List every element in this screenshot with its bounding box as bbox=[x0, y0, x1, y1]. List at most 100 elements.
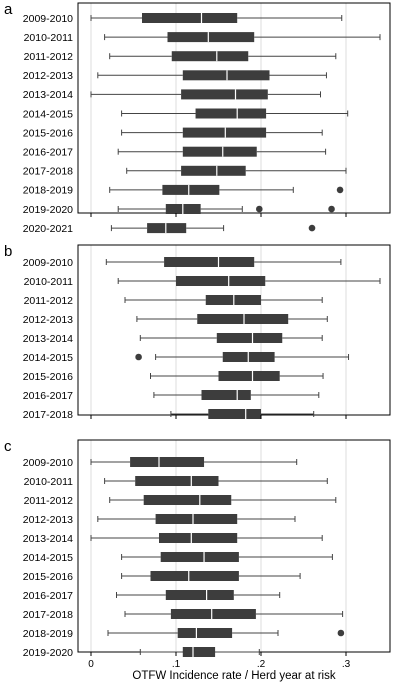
box-iqr bbox=[182, 146, 257, 157]
panel-label: c bbox=[4, 438, 12, 455]
box-iqr bbox=[181, 89, 268, 100]
box-row: 2010-2011 bbox=[24, 32, 381, 44]
category-label: 2015-2016 bbox=[23, 371, 73, 383]
category-label: 2011-2012 bbox=[24, 495, 74, 507]
category-label: 2014-2015 bbox=[23, 552, 73, 564]
category-label: 2016-2017 bbox=[23, 147, 73, 159]
box-row: 2010-2011 bbox=[24, 476, 328, 488]
box-iqr bbox=[165, 590, 234, 600]
box-row: 2016-2017 bbox=[23, 590, 281, 602]
box-row: 2011-2012 bbox=[24, 295, 323, 307]
box-row: 2017-2018 bbox=[23, 409, 315, 421]
box-row: 2009-2010 bbox=[23, 13, 343, 25]
x-axis-title: OTFW Incidence rate / Herd year at risk bbox=[132, 670, 335, 682]
box-row: 2015-2016 bbox=[23, 371, 324, 383]
box-row: 2013-2014 bbox=[23, 89, 321, 101]
box-iqr bbox=[147, 223, 187, 234]
category-label: 2013-2014 bbox=[23, 533, 73, 545]
box-iqr bbox=[218, 371, 280, 381]
category-label: 2015-2016 bbox=[23, 127, 73, 139]
box-iqr bbox=[181, 165, 246, 176]
plot-frame bbox=[77, 2, 391, 214]
outlier-point bbox=[308, 224, 316, 232]
outlier-point bbox=[337, 629, 345, 637]
category-label: 2017-2018 bbox=[23, 609, 73, 621]
box-row: 2019-2020 bbox=[23, 647, 260, 659]
category-label: 2014-2015 bbox=[23, 352, 73, 364]
box-iqr bbox=[150, 571, 239, 581]
box-row: 2015-2016 bbox=[23, 127, 323, 139]
box-iqr bbox=[216, 333, 283, 343]
box-iqr bbox=[159, 533, 238, 543]
x-tick-label: .3 bbox=[342, 659, 351, 670]
category-label: 2014-2015 bbox=[23, 108, 73, 120]
box-iqr bbox=[182, 647, 216, 657]
category-label: 2009-2010 bbox=[23, 257, 73, 269]
outlier-point bbox=[135, 353, 142, 361]
box-row: 2010-2011 bbox=[24, 276, 381, 288]
category-label: 2019-2020 bbox=[23, 204, 73, 216]
box-iqr bbox=[135, 476, 219, 486]
box-iqr bbox=[177, 628, 233, 638]
box-row: 2018-2019 bbox=[23, 185, 344, 197]
box-iqr bbox=[201, 390, 251, 400]
box-iqr bbox=[195, 108, 267, 119]
box-iqr bbox=[208, 409, 261, 419]
box-row: 2009-2010 bbox=[23, 257, 342, 269]
box-row: 2018-2019 bbox=[23, 628, 345, 640]
box-row: 2012-2013 bbox=[23, 314, 328, 326]
category-label: 2010-2011 bbox=[24, 276, 74, 288]
x-tick-label: .2 bbox=[257, 659, 266, 670]
category-label: 2010-2011 bbox=[24, 476, 74, 488]
category-label: 2013-2014 bbox=[23, 333, 73, 345]
category-label: 2009-2010 bbox=[23, 13, 73, 25]
box-row: 2020-2021 bbox=[23, 223, 316, 235]
box-iqr bbox=[170, 609, 256, 619]
category-label: 2011-2012 bbox=[24, 51, 74, 63]
panel-label: b bbox=[4, 243, 12, 260]
box-row: 2017-2018 bbox=[23, 165, 347, 178]
box-row: 2013-2014 bbox=[23, 533, 323, 545]
box-iqr bbox=[160, 552, 239, 562]
outlier-point bbox=[255, 205, 263, 213]
category-label: 2012-2013 bbox=[23, 314, 73, 326]
category-label: 2019-2020 bbox=[23, 647, 73, 659]
box-iqr bbox=[162, 184, 220, 195]
category-label: 2018-2019 bbox=[23, 185, 73, 197]
box-row: 2019-2020 bbox=[23, 204, 335, 216]
category-label: 2020-2021 bbox=[23, 223, 73, 235]
panel-a: a 2009-2010 2010-2011 2011-2012 2012-2013 201… bbox=[4, 1, 391, 235]
box-iqr bbox=[197, 314, 289, 324]
box-iqr bbox=[155, 514, 238, 524]
box-row: 2017-2018 bbox=[23, 609, 344, 621]
category-label: 2012-2013 bbox=[23, 70, 73, 82]
box-iqr bbox=[171, 51, 249, 62]
outlier-point bbox=[336, 186, 344, 194]
box-iqr bbox=[182, 70, 270, 81]
box-row: 2016-2017 bbox=[23, 146, 327, 159]
category-label: 2011-2012 bbox=[24, 295, 74, 307]
category-label: 2017-2018 bbox=[23, 166, 73, 178]
x-tick-label: 0 bbox=[88, 659, 94, 670]
box-row: 2016-2017 bbox=[23, 390, 320, 402]
category-label: 2012-2013 bbox=[23, 514, 73, 526]
category-label: 2010-2011 bbox=[24, 32, 74, 44]
panel-c: c 2009-2010 2010-2011 2011-2012 2012-2013 201… bbox=[4, 438, 391, 670]
box-iqr bbox=[176, 276, 266, 286]
panel-label: a bbox=[4, 1, 13, 18]
box-iqr bbox=[167, 32, 255, 43]
box-row: 2011-2012 bbox=[24, 51, 337, 63]
x-tick-label: .1 bbox=[172, 659, 181, 670]
category-label: 2016-2017 bbox=[23, 590, 73, 602]
category-label: 2017-2018 bbox=[23, 409, 73, 421]
box-row: 2014-2015 bbox=[23, 352, 350, 364]
plot-frame bbox=[77, 439, 391, 653]
box-iqr bbox=[182, 127, 267, 138]
category-label: 2015-2016 bbox=[23, 571, 73, 583]
box-row: 2014-2015 bbox=[23, 552, 333, 564]
plot-frame bbox=[77, 244, 391, 416]
box-row: 2011-2012 bbox=[24, 495, 337, 507]
category-label: 2018-2019 bbox=[23, 628, 73, 640]
box-iqr bbox=[164, 257, 255, 267]
